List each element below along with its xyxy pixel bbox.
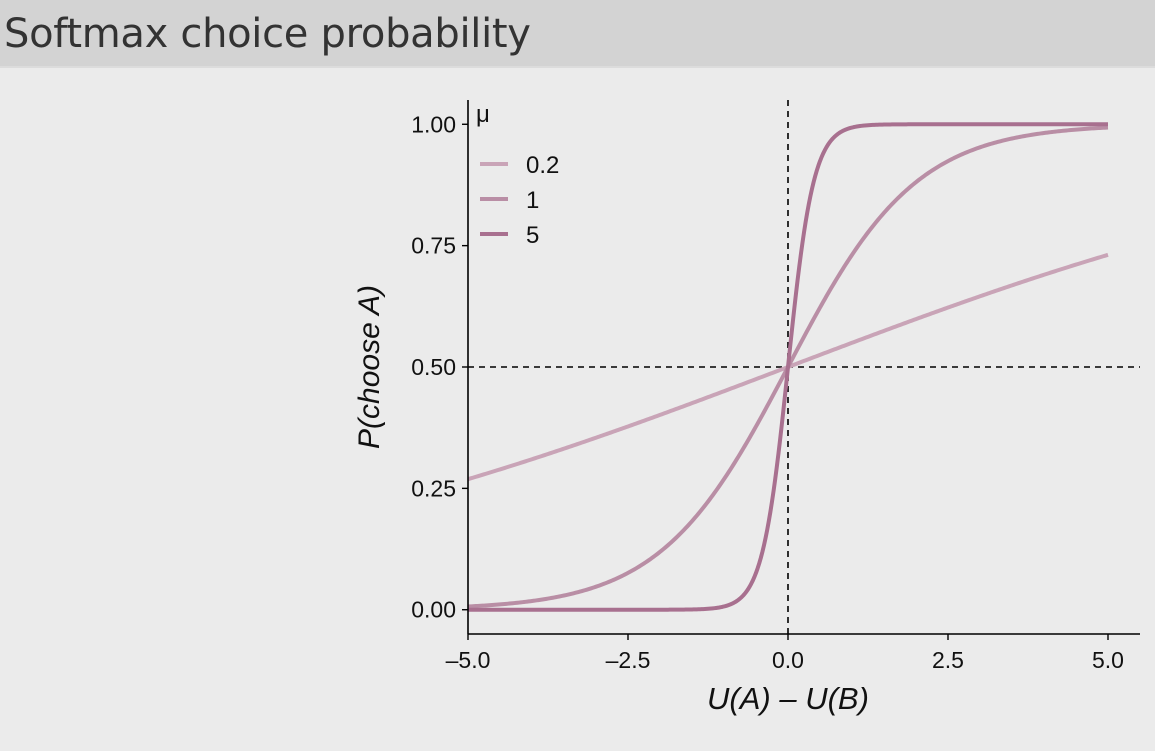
reference-lines — [468, 100, 1140, 634]
y-axis-title: P(choose A) — [353, 285, 386, 449]
legend-title: μ — [476, 101, 490, 128]
axes: 0.000.250.500.751.00–5.0 –2.5 0.0 2.5 5.0 — [411, 100, 1140, 673]
panel-header: Softmax choice probability — [0, 0, 1155, 68]
x-tick-label: –2.5 — [606, 647, 651, 673]
series-lines — [467, 122, 1109, 612]
panel-title: Softmax choice probability — [4, 11, 531, 57]
x-tick-label: 5.0 — [1092, 647, 1124, 673]
axis-labels: U(A) – U(B) P(choose A) — [353, 285, 869, 716]
y-tick-label: 0.00 — [411, 597, 456, 623]
x-tick-label: 2.5 — [932, 647, 964, 673]
y-tick-label: 0.50 — [411, 354, 456, 380]
x-tick-label: 0.0 — [772, 647, 804, 673]
x-tick-label: –5.0 — [446, 647, 491, 673]
legend: μ 0.2 1 5 — [476, 101, 559, 249]
y-tick-label: 0.25 — [411, 475, 456, 501]
legend-label: 1 — [526, 187, 539, 214]
x-axis-title: U(A) – U(B) — [707, 681, 869, 716]
series-line-mu-5 — [467, 122, 1109, 612]
y-tick-label: 0.75 — [411, 233, 456, 259]
legend-label: 0.2 — [526, 152, 559, 179]
y-tick-label: 1.00 — [411, 111, 456, 137]
legend-label: 5 — [526, 222, 539, 249]
